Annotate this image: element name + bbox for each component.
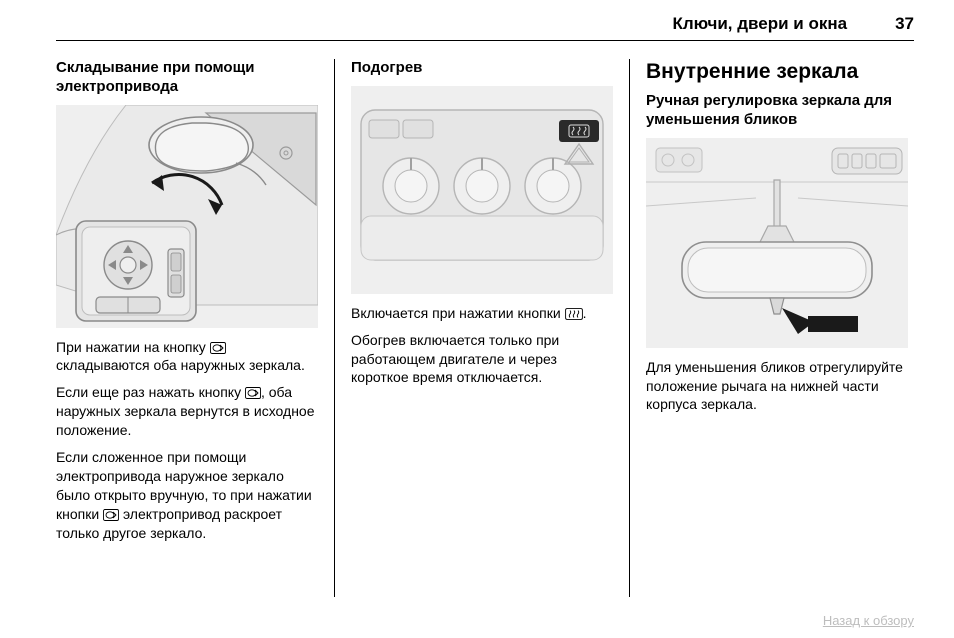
mirror-fold-icon [245, 387, 261, 399]
rear-defrost-icon [565, 308, 583, 320]
column-2: Подогрев [334, 59, 629, 597]
col2-heading: Подогрев [351, 59, 613, 78]
text: Если еще раз нажать кнопку [56, 384, 245, 400]
col1-para-2: Если еще раз нажать кнопку , оба наружны… [56, 383, 318, 440]
col3-illustration [646, 138, 908, 348]
column-3: Внутренние зеркала Ручная регулировка зе… [629, 59, 924, 597]
text: . [583, 305, 587, 321]
columns: Складывание при помощи электропривода [56, 59, 914, 597]
mirror-fold-icon [103, 509, 119, 521]
page-header: Ключи, двери и окна 37 [56, 14, 914, 41]
col1-heading: Складывание при помощи электропривода [56, 59, 318, 97]
col3-main-heading: Внутренние зеркала [646, 59, 908, 84]
col1-para-1: При нажатии на кнопку складываются оба н… [56, 338, 318, 376]
text: При нажатии на кнопку [56, 339, 210, 355]
text: Включается при нажатии кнопки [351, 305, 565, 321]
page-number: 37 [895, 14, 914, 34]
text: складываются оба наружных зеркала. [56, 357, 305, 373]
column-1: Складывание при помощи электропривода [56, 59, 334, 597]
col2-illustration [351, 86, 613, 294]
manual-page: Ключи, двери и окна 37 Складывание при п… [0, 0, 954, 638]
section-title: Ключи, двери и окна [672, 14, 847, 34]
col3-sub-heading: Ручная регулировка зеркала для уменьшени… [646, 92, 908, 130]
back-to-overview-link[interactable]: Назад к обзору [823, 613, 914, 628]
col2-para-1: Включается при нажатии кнопки . [351, 304, 613, 323]
mirror-fold-icon [210, 342, 226, 354]
col3-para-1: Для уменьшения бликов отрегулируйте поло… [646, 358, 908, 415]
col1-para-3: Если сложенное при помощи электропривода… [56, 448, 318, 542]
col2-para-2: Обогрев включается только при работающем… [351, 331, 613, 388]
col1-illustration [56, 105, 318, 328]
